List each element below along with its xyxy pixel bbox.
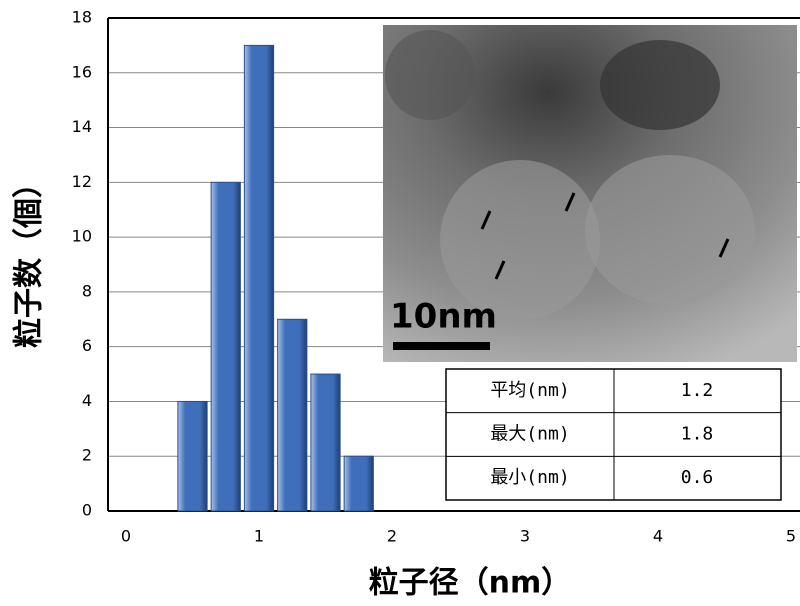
- y-tick-label: 18: [72, 8, 92, 27]
- y-tick-label: 10: [72, 227, 92, 246]
- x-tick-label: 5: [786, 527, 796, 546]
- table-value: 0.6: [681, 467, 714, 488]
- table-label: 平均(nm): [490, 380, 569, 401]
- particle: [385, 30, 475, 120]
- page: {"chart_data": {"type": "histogram", "x_…: [0, 0, 800, 606]
- inset-table: 平均(nm) 1.2 最大(nm) 1.8 最小(nm) 0.6: [446, 369, 781, 500]
- table-label: 最小(nm): [490, 467, 569, 488]
- bar: [278, 319, 307, 511]
- scale-label: 10nm: [390, 297, 497, 337]
- y-tick-label: 14: [72, 117, 92, 136]
- scale-bar: [393, 342, 490, 350]
- bar: [178, 401, 207, 511]
- inset-photo: 10nm: [383, 25, 797, 362]
- table-label: 最大(nm): [490, 424, 569, 445]
- y-axis-title: 粒子数（個）: [12, 168, 47, 348]
- particle: [585, 155, 755, 305]
- x-tick-label: 3: [520, 527, 530, 546]
- bar: [211, 182, 240, 511]
- particle: [600, 40, 720, 130]
- bar: [344, 456, 373, 511]
- x-tick-label: 1: [254, 527, 264, 546]
- x-axis-title: 粒子径（nm）: [369, 566, 572, 601]
- bars: [178, 45, 374, 511]
- x-tick-label: 4: [653, 527, 663, 546]
- y-tick-label: 4: [82, 391, 92, 410]
- table-value: 1.8: [681, 424, 714, 445]
- y-tick-label: 16: [72, 62, 92, 81]
- bar: [311, 374, 340, 511]
- y-tick-label: 6: [82, 336, 92, 355]
- y-tick-label: 2: [82, 446, 92, 465]
- bar: [244, 45, 273, 511]
- x-tick-label: 2: [387, 527, 397, 546]
- chart: 024681012141618012345 10nm 平均(nm)1.2最大(n…: [0, 0, 800, 606]
- y-tick-label: 8: [82, 281, 92, 300]
- y-tick-label: 0: [82, 501, 92, 520]
- x-tick-label: 0: [121, 527, 131, 546]
- y-tick-label: 12: [72, 172, 92, 191]
- table-value: 1.2: [681, 380, 714, 401]
